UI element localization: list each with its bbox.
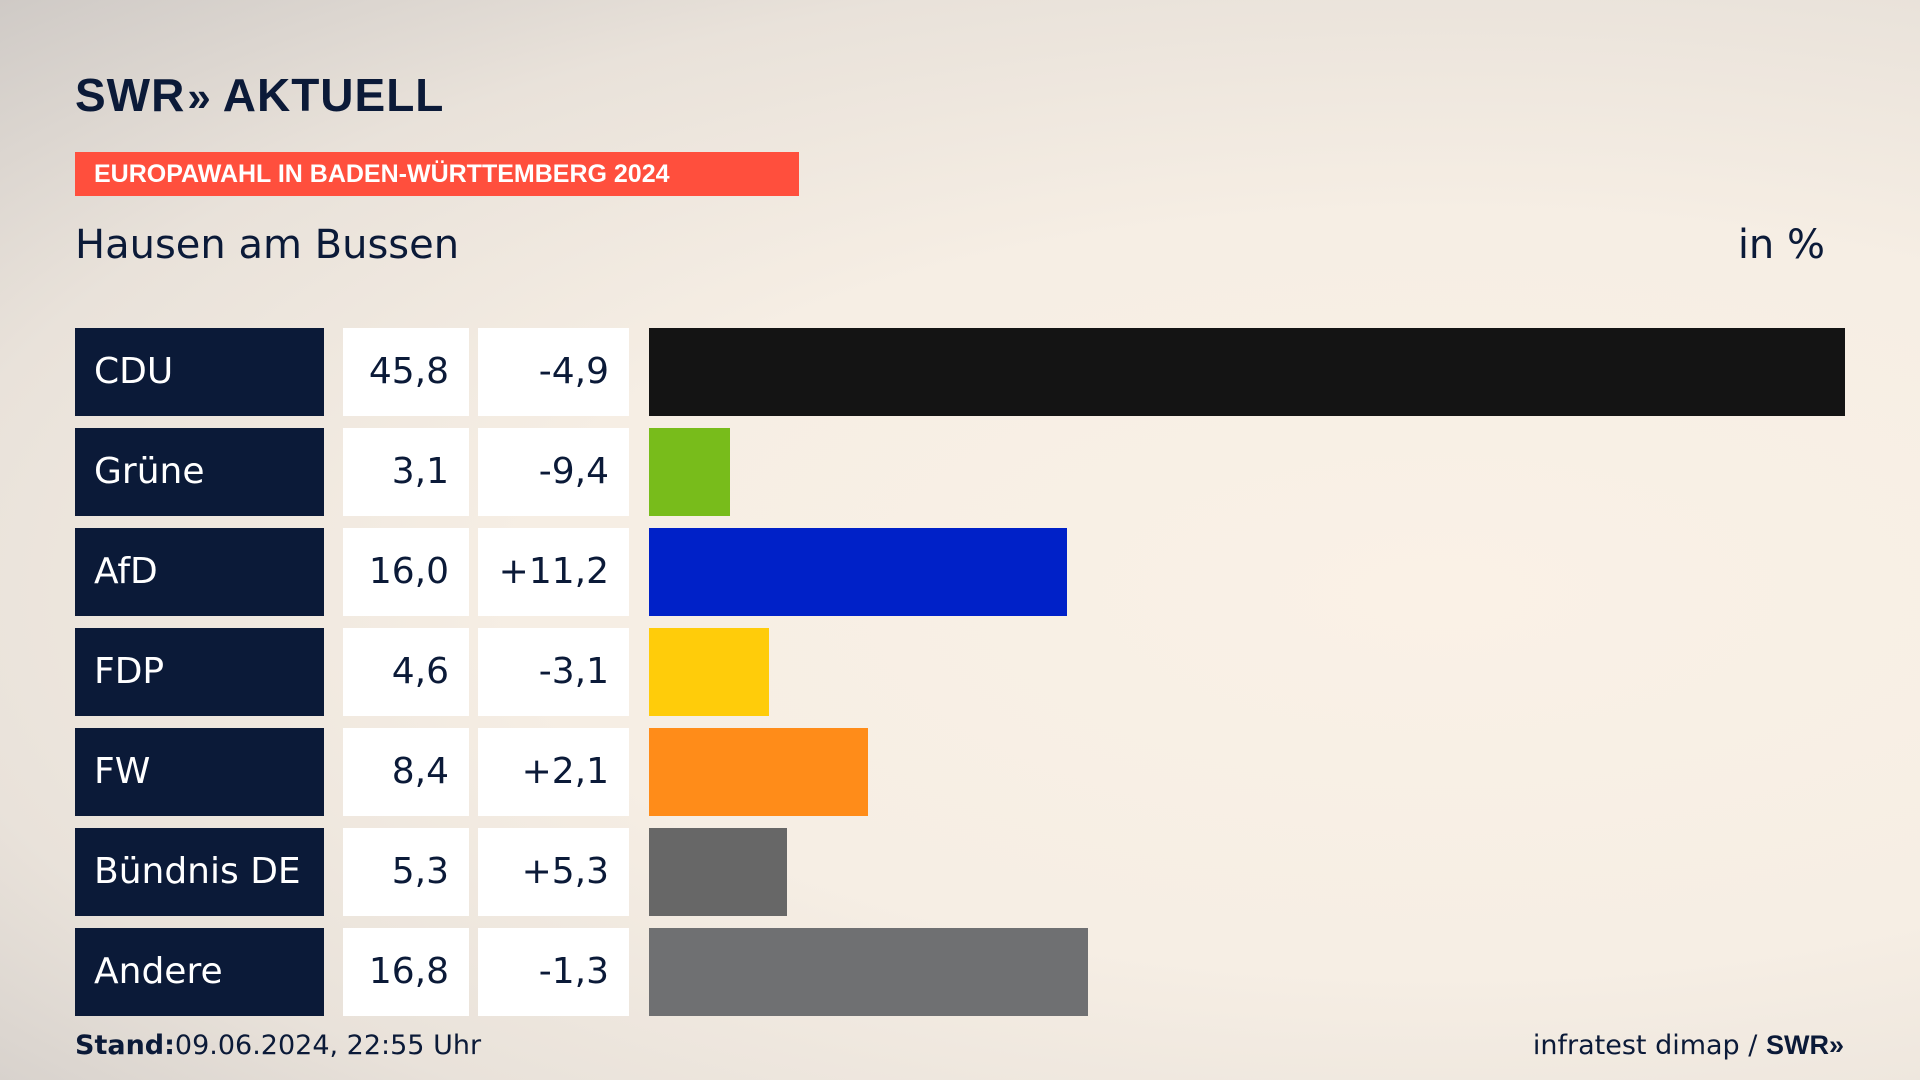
result-bar: [649, 528, 1067, 616]
swr-aktuell-logo: SWR» AKTUELL: [75, 68, 444, 122]
party-label: FDP: [75, 628, 324, 716]
vote-share-value: 8,4: [343, 728, 469, 816]
source-text: infratest dimap /: [1532, 1030, 1766, 1061]
result-bar: [649, 928, 1088, 1016]
source-credit: infratest dimap / SWR»: [1533, 1030, 1844, 1061]
party-label: CDU: [75, 328, 324, 416]
result-bar: [649, 428, 730, 516]
vote-change-value: -3,1: [478, 628, 629, 716]
vote-change-value: -1,3: [478, 928, 629, 1016]
logo-word: AKTUELL: [222, 69, 445, 121]
vote-change-value: -4,9: [478, 328, 629, 416]
election-banner: EUROPAWAHL IN BADEN-WÜRTTEMBERG 2024: [75, 152, 799, 196]
timestamp: Stand:09.06.2024, 22:55 Uhr: [75, 1030, 481, 1061]
result-bar: [649, 628, 769, 716]
party-label: Bündnis DE: [75, 828, 324, 916]
source-logo: SWR: [1765, 1030, 1829, 1060]
result-bar: [649, 728, 868, 816]
stand-value: 09.06.2024, 22:55 Uhr: [174, 1030, 482, 1061]
stand-label: Stand:: [75, 1030, 175, 1061]
vote-change-value: +5,3: [478, 828, 629, 916]
result-bar: [649, 328, 1845, 416]
vote-share-value: 4,6: [343, 628, 469, 716]
vote-share-value: 16,0: [343, 528, 469, 616]
vote-share-value: 3,1: [343, 428, 469, 516]
vote-change-value: +11,2: [478, 528, 629, 616]
party-label: Grüne: [75, 428, 324, 516]
vote-change-value: -9,4: [478, 428, 629, 516]
result-bar: [649, 828, 787, 916]
region-title: Hausen am Bussen: [75, 222, 460, 268]
logo-chevrons-icon: »: [187, 73, 210, 120]
party-label: Andere: [75, 928, 324, 1016]
logo-brand: SWR: [75, 69, 186, 121]
vote-share-value: 16,8: [343, 928, 469, 1016]
unit-label: in %: [1737, 222, 1825, 268]
vote-change-value: +2,1: [478, 728, 629, 816]
party-label: AfD: [75, 528, 324, 616]
source-chevrons-icon: »: [1828, 1030, 1844, 1060]
party-label: FW: [75, 728, 324, 816]
vote-share-value: 45,8: [343, 328, 469, 416]
vote-share-value: 5,3: [343, 828, 469, 916]
